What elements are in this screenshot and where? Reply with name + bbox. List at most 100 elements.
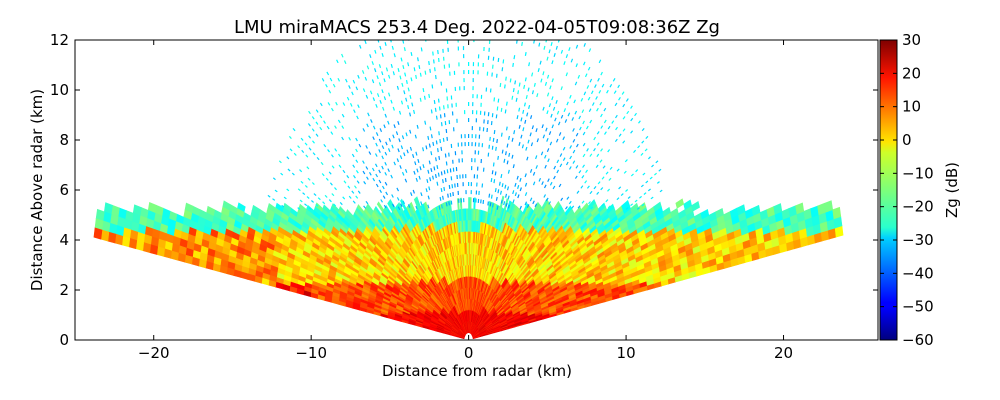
echo-cell [621,199,630,211]
sparse-echo [503,158,506,163]
sparse-echo [518,82,521,87]
echo-cell [691,201,700,212]
sparse-echo [437,172,440,177]
sparse-echo [444,153,447,158]
sparse-echo [443,170,446,175]
sparse-echo [427,135,430,140]
echo-cell [587,198,596,210]
x-axis-label: Distance from radar (km) [382,362,572,380]
sparse-echo [514,80,517,85]
sparse-echo [488,193,491,198]
sparse-echo [493,97,496,102]
sparse-echo [492,137,495,142]
colorbar-tick-label: 30 [902,31,921,49]
echo-cell [93,227,103,240]
sparse-echo [440,146,443,151]
sparse-echo [432,175,434,180]
sparse-echo [509,78,512,83]
y-tick-label: 4 [59,231,69,249]
sparse-echo [498,181,501,186]
colorbar-tick-label: 0 [902,131,912,149]
echo-cell [606,203,615,214]
sparse-echo [497,57,500,62]
sparse-echo [489,202,492,207]
echo-cell [135,240,145,251]
echo-cell [533,201,540,214]
echo-cell [653,201,662,212]
sparse-echo [442,137,445,142]
y-tick-label: 6 [59,181,69,199]
colorbar-tick-label: 10 [902,98,921,116]
sparse-echo [422,87,425,93]
sparse-echo [508,135,510,140]
echo-cell [597,202,606,213]
sparse-echo [440,187,443,193]
sparse-echo [524,51,527,57]
x-tick-label: 0 [464,344,474,362]
sparse-echo [508,152,511,157]
y-axis-label: Distance Above radar (km) [28,89,46,291]
x-tick-label: −20 [138,344,170,362]
sparse-echo [438,106,441,111]
sparse-echo [492,162,495,167]
echo-cell [662,206,671,218]
sparse-echo [439,139,441,144]
colorbar-tick-label: −40 [902,264,934,282]
sparse-echo [496,205,499,210]
sparse-echo [440,122,443,127]
echo-cell [700,208,710,220]
echo-cell [114,233,124,246]
sparse-echo [501,149,504,154]
sparse-echo [433,166,436,171]
sparse-echo [512,87,515,93]
sparse-echo [493,179,496,184]
echo-cell [683,199,692,210]
sparse-echo [516,115,519,120]
sparse-echo [500,132,503,137]
sparse-echo [505,76,507,81]
colorbar-tick-label: −20 [902,198,934,216]
sparse-echo [424,120,427,125]
sparse-echo [419,97,422,102]
sparse-echo [410,51,413,57]
sparse-echo [445,202,448,207]
sparse-echo [433,59,435,64]
sparse-echo [492,203,494,208]
sparse-echo [434,107,437,112]
echo-cell [552,200,561,212]
sparse-echo [429,68,431,73]
sparse-echo [512,62,514,67]
sparse-echo [423,95,426,100]
sparse-echo [504,84,506,89]
x-tick-label: 20 [774,344,793,362]
sparse-echo [506,143,509,148]
sparse-echo [493,130,496,135]
sparse-echo [432,141,435,146]
sparse-echo [443,186,446,191]
sparse-echo [495,114,498,119]
sparse-echo [515,97,518,102]
sparse-echo [438,155,441,160]
x-tick-label: 10 [617,344,636,362]
sparse-echo [497,98,500,103]
sparse-echo [434,67,436,72]
echo-cell [541,198,549,210]
sparse-echo [490,194,493,199]
sparse-echo [500,173,503,179]
sparse-echo [489,136,491,141]
colorbar-tick-label: −30 [902,231,934,249]
sparse-echo [428,143,431,148]
x-tick-label: −10 [295,344,327,362]
echo-cell [149,244,159,255]
sparse-echo [442,179,444,184]
sparse-echo [438,205,441,210]
sparse-echo [517,90,520,95]
sparse-echo [501,67,504,72]
sparse-echo [513,55,516,60]
sparse-echo [419,72,422,77]
sparse-echo [518,107,521,112]
sparse-echo [444,178,447,183]
sparse-echo [436,164,439,170]
sparse-echo [437,50,439,55]
sparse-echo [433,100,436,105]
